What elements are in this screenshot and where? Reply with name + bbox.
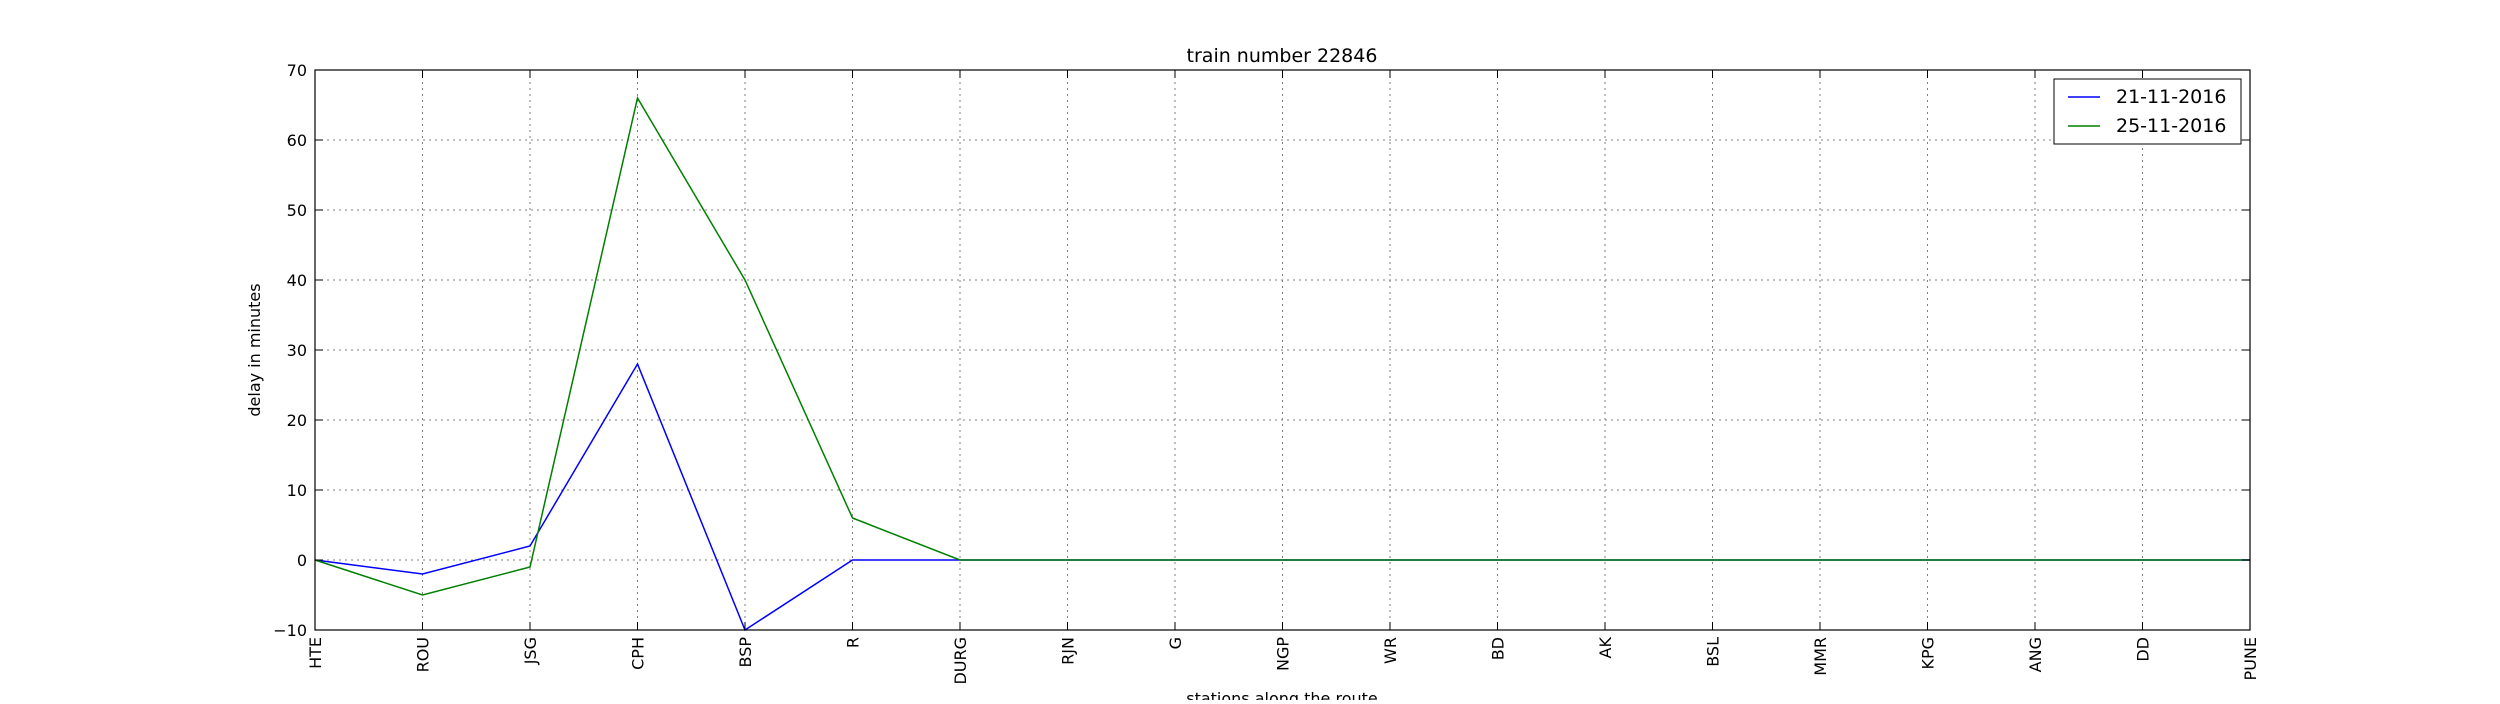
y-tick-label--10: −10	[273, 621, 307, 640]
x-tick-label-AK: AK	[1596, 636, 1615, 658]
x-tick-label-NGP: NGP	[1274, 637, 1293, 671]
x-tick-label-MMR: MMR	[1811, 637, 1830, 676]
y-tick-label-70: 70	[287, 61, 307, 80]
legend-label-21-11-2016: 21-11-2016	[2116, 86, 2226, 108]
x-tick-label-DURG: DURG	[951, 637, 970, 685]
x-tick-label-BSP: BSP	[736, 637, 755, 668]
y-axis-label: delay in minutes	[245, 283, 264, 416]
y-tick-label-40: 40	[287, 271, 307, 290]
y-tick-label-0: 0	[297, 551, 307, 570]
grid-lines	[315, 70, 2250, 630]
y-tick-label-30: 30	[287, 341, 307, 360]
legend-box	[2053, 78, 2242, 145]
legend-label-25-11-2016: 25-11-2016	[2116, 115, 2226, 137]
x-tick-label-JSG: JSG	[521, 637, 540, 665]
y-tick-label-50: 50	[287, 201, 307, 220]
x-tick-label-KPG: KPG	[1919, 637, 1938, 670]
x-tick-label-G: G	[1166, 637, 1185, 649]
x-tick-label-HTE: HTE	[306, 637, 325, 669]
y-tick-label-10: 10	[287, 481, 307, 500]
x-tick-label-DD: DD	[2134, 637, 2153, 662]
chart-title: train number 22846	[1187, 45, 1378, 67]
x-axis-label: stations along the route	[1186, 689, 1378, 700]
x-tick-label-CPH: CPH	[629, 637, 648, 670]
x-tick-label-RJN: RJN	[1059, 637, 1078, 665]
x-tick-label-ANG: ANG	[2026, 637, 2045, 672]
x-tick-labels: HTE ROU JSG CPH BSP R DURG RJN G NGP WR BD AK BSL MMR K…	[306, 636, 2260, 684]
series-lines	[314, 95, 2250, 632]
x-tick-label-BD: BD	[1489, 637, 1508, 660]
x-tick-label-BSL: BSL	[1704, 637, 1723, 667]
x-tick-label-WR: WR	[1381, 637, 1400, 664]
x-tick-label-R: R	[844, 637, 863, 648]
x-tick-label-PUNE: PUNE	[2241, 637, 2260, 680]
legend: 21-11-2016 25-11-2016	[2053, 78, 2242, 145]
y-tick-labels: 70 60 50 40 30 20 10 0 −10	[273, 61, 307, 640]
axis-ticks	[314, 69, 2251, 631]
y-tick-label-20: 20	[287, 411, 307, 430]
series-line-25-11-2016	[314, 95, 2250, 596]
x-tick-label-ROU: ROU	[414, 637, 433, 672]
y-tick-label-60: 60	[287, 131, 307, 150]
